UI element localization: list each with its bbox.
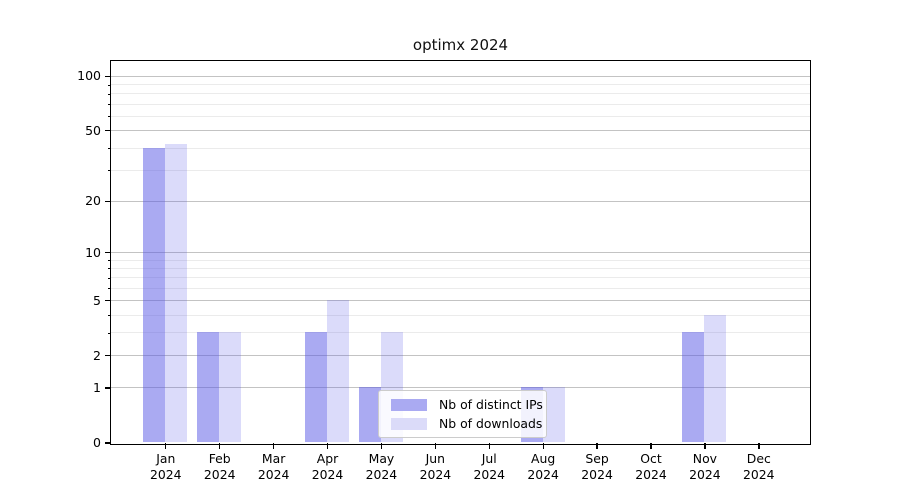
bar-distinct-ips <box>197 332 220 443</box>
y-axis-tick <box>104 75 111 78</box>
x-axis-tick-label: Jul 2024 <box>473 451 506 482</box>
x-axis-tick <box>326 443 329 449</box>
legend-label-distinct-ips: Nb of distinct IPs <box>439 397 543 412</box>
gridline-major <box>111 300 810 302</box>
bar-downloads <box>704 314 727 443</box>
bar-distinct-ips <box>305 332 328 443</box>
gridline-major <box>111 355 810 357</box>
plot-area <box>110 59 811 445</box>
gridline-minor <box>111 169 810 171</box>
bar-distinct-ips <box>358 387 381 443</box>
x-axis-tick <box>165 443 167 449</box>
gridline-minor <box>111 267 810 269</box>
y-axis-minor-tick <box>107 93 111 95</box>
gridline-major <box>111 252 810 254</box>
y-axis-minor-tick <box>107 277 111 279</box>
x-axis-tick <box>650 443 652 449</box>
legend: Nb of distinct IPs Nb of downloads <box>378 390 547 438</box>
y-axis-minor-tick <box>107 116 111 118</box>
x-axis-tick-label: Sep 2024 <box>581 451 613 482</box>
gridline-minor <box>111 287 810 289</box>
x-axis-tick <box>596 443 598 449</box>
x-axis-tick <box>488 443 490 449</box>
y-axis-tick <box>104 355 111 357</box>
x-axis-tick-label: Mar 2024 <box>257 451 290 482</box>
gridline-major <box>111 387 810 389</box>
x-axis-tick-label: May 2024 <box>365 451 398 482</box>
x-axis-tick-label: Feb 2024 <box>203 451 236 482</box>
y-axis-tick <box>104 130 111 132</box>
x-axis-tick <box>273 443 275 449</box>
x-axis-tick-label: Oct 2024 <box>635 451 667 482</box>
x-axis-tick-label: Jun 2024 <box>419 451 452 482</box>
bar-distinct-ips <box>143 147 166 443</box>
legend-swatch-distinct-ips <box>391 398 427 411</box>
gridline-minor <box>111 259 810 261</box>
x-axis-tick-label: Aug 2024 <box>527 451 559 482</box>
y-axis-tick-label: 1 <box>93 379 101 395</box>
gridline-major <box>111 130 810 132</box>
y-axis-tick <box>104 387 111 389</box>
gridline-minor <box>111 332 810 334</box>
y-axis-tick <box>104 442 111 444</box>
gridline-minor <box>111 314 810 316</box>
x-axis-tick <box>542 443 544 449</box>
y-axis-tick-label: 0 <box>93 435 101 450</box>
x-axis-tick <box>758 443 760 449</box>
y-axis-tick-label: 50 <box>85 122 101 138</box>
x-axis-tick-label: Apr 2024 <box>311 451 344 482</box>
y-axis-minor-tick <box>107 260 111 262</box>
y-axis-minor-tick <box>107 288 111 290</box>
gridline-minor <box>111 115 810 117</box>
bar-downloads <box>542 387 565 443</box>
y-axis-minor-tick <box>107 104 111 106</box>
y-axis-tick-label: 100 <box>77 68 101 84</box>
gridline-major <box>111 75 810 77</box>
x-axis-tick <box>380 443 383 449</box>
y-axis-minor-tick <box>107 148 111 150</box>
gridline-minor <box>111 147 810 149</box>
y-axis-tick-label: 10 <box>85 244 101 260</box>
x-axis-tick-label: Dec 2024 <box>743 451 775 482</box>
y-axis-tick-label: 20 <box>85 193 101 209</box>
x-axis-tick <box>219 443 221 449</box>
y-axis-tick <box>104 300 111 302</box>
bar-downloads <box>219 332 242 443</box>
gridline-major <box>111 200 810 202</box>
x-axis-tick-label: Nov 2024 <box>689 451 721 482</box>
y-axis-minor-tick <box>107 268 111 270</box>
y-axis-tick <box>104 251 111 254</box>
legend-item-distinct-ips: Nb of distinct IPs <box>391 396 543 413</box>
legend-item-downloads: Nb of downloads <box>391 415 542 432</box>
y-axis-minor-tick <box>107 315 111 317</box>
legend-swatch-downloads <box>391 417 427 430</box>
bar-downloads <box>165 143 188 443</box>
x-axis-tick <box>434 443 437 449</box>
x-axis-tick-label: Jan 2024 <box>150 451 182 482</box>
gridline-minor <box>111 84 810 86</box>
gridline-minor <box>111 103 810 105</box>
y-axis-minor-tick <box>107 332 111 334</box>
legend-label-downloads: Nb of downloads <box>439 416 543 431</box>
bar-downloads <box>327 300 350 443</box>
y-axis-tick-label: 2 <box>93 347 101 363</box>
chart-title: optimx 2024 <box>412 36 509 54</box>
bar-distinct-ips <box>682 332 705 443</box>
gridline-minor <box>111 277 810 279</box>
y-axis-tick <box>104 200 111 202</box>
y-axis-minor-tick <box>107 84 111 86</box>
x-axis-tick <box>704 443 706 449</box>
y-axis-minor-tick <box>107 170 111 172</box>
gridline-minor <box>111 93 810 95</box>
y-axis-tick-label: 5 <box>93 292 101 308</box>
